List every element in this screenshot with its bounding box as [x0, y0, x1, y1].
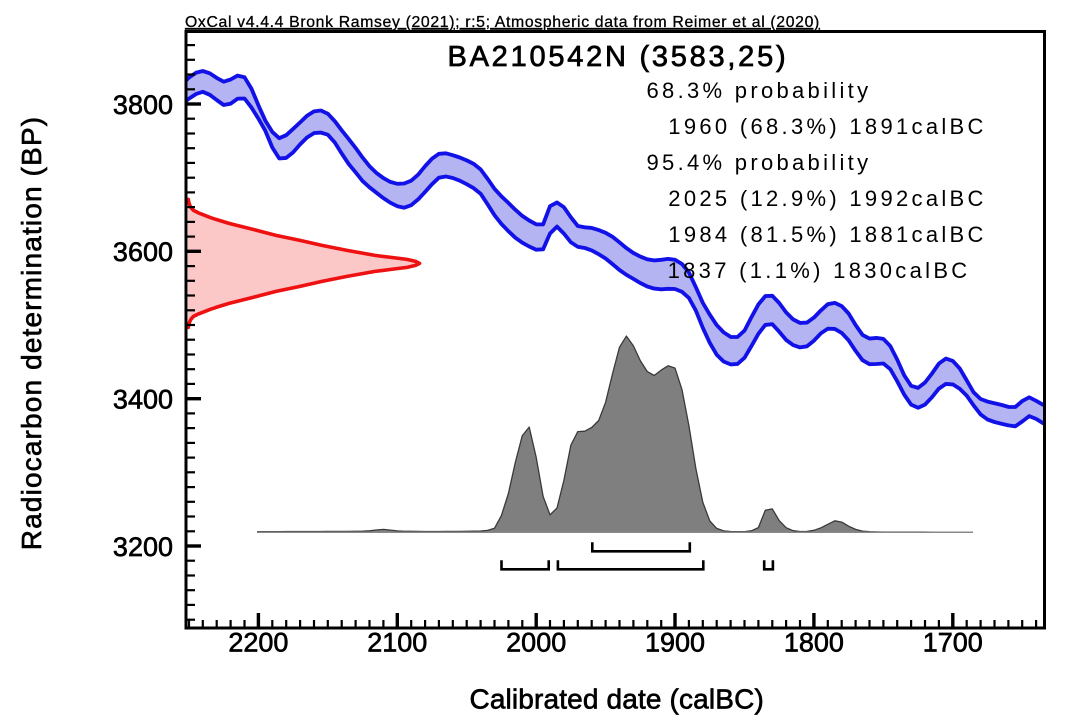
svg-text:2100: 2100 [367, 628, 427, 658]
svg-text:1960 (68.3%) 1891calBC: 1960 (68.3%) 1891calBC [668, 114, 986, 139]
svg-text:3600: 3600 [113, 237, 173, 267]
svg-text:2025 (12.9%) 1992calBC: 2025 (12.9%) 1992calBC [668, 186, 986, 211]
svg-text:BA210542N (3583,25): BA210542N (3583,25) [448, 41, 789, 73]
svg-text:1984 (81.5%) 1881calBC: 1984 (81.5%) 1881calBC [668, 222, 986, 247]
svg-text:Radiocarbon determination (BP): Radiocarbon determination (BP) [16, 116, 47, 550]
svg-text:1700: 1700 [923, 628, 983, 658]
svg-text:OxCal v4.4.4 Bronk Ramsey (202: OxCal v4.4.4 Bronk Ramsey (2021); r:5; A… [185, 14, 820, 31]
svg-text:3200: 3200 [113, 532, 173, 562]
svg-text:1900: 1900 [645, 628, 705, 658]
svg-text:2200: 2200 [228, 628, 288, 658]
svg-text:3800: 3800 [113, 90, 173, 120]
svg-text:3400: 3400 [113, 385, 173, 415]
svg-text:1837 (1.1%) 1830calBC: 1837 (1.1%) 1830calBC [668, 258, 971, 283]
svg-text:68.3% probability: 68.3% probability [647, 78, 872, 103]
svg-text:1800: 1800 [784, 628, 844, 658]
svg-text:Calibrated date (calBC): Calibrated date (calBC) [469, 683, 763, 714]
svg-text:95.4% probability: 95.4% probability [647, 150, 872, 175]
svg-text:2000: 2000 [506, 628, 566, 658]
